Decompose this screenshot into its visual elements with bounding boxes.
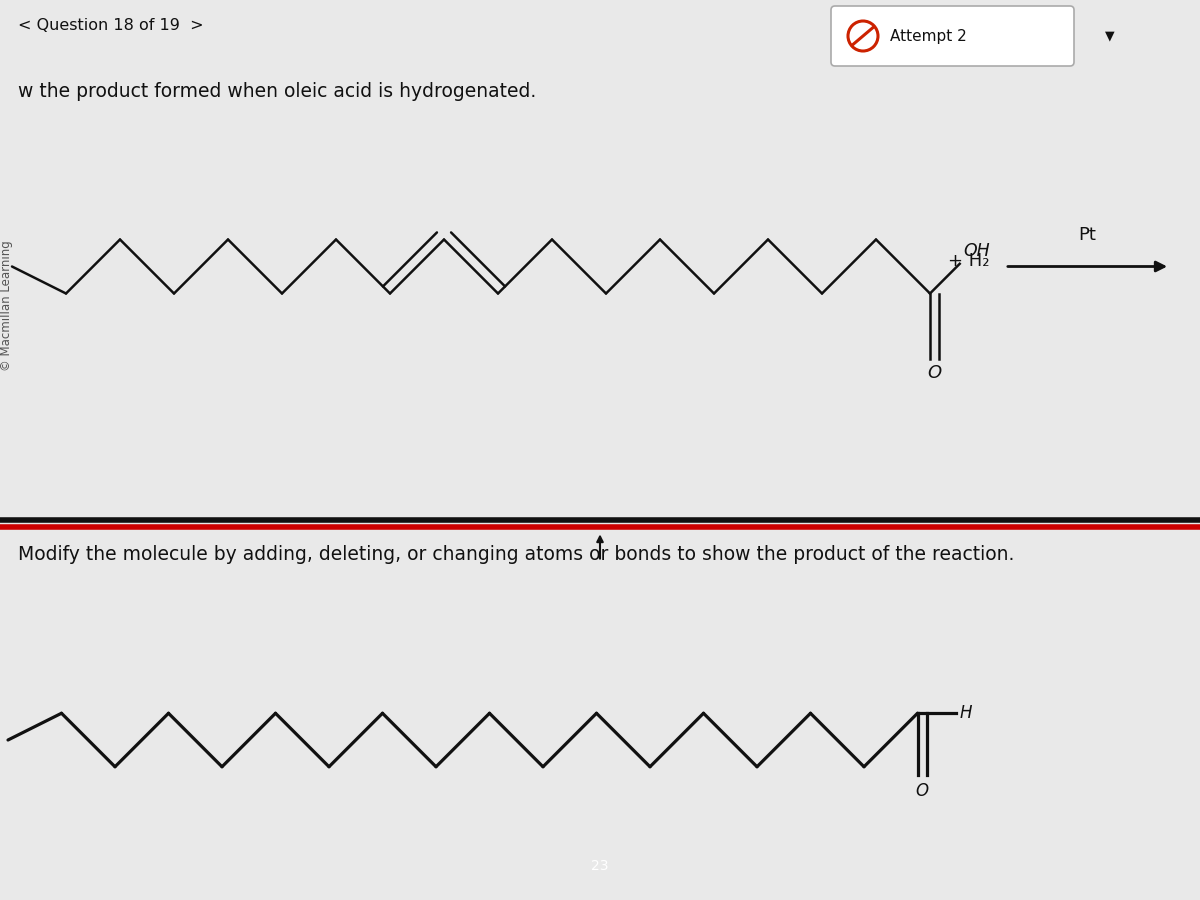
Text: Attempt 2: Attempt 2 (890, 29, 967, 43)
Text: OH: OH (964, 242, 990, 260)
Text: O: O (916, 782, 929, 800)
FancyBboxPatch shape (830, 6, 1074, 66)
Text: 23: 23 (592, 860, 608, 873)
Text: Pt: Pt (1079, 227, 1097, 245)
Text: Modify the molecule by adding, deleting, or changing atoms or bonds to show the : Modify the molecule by adding, deleting,… (18, 544, 1014, 563)
Text: © Macmillan Learning: © Macmillan Learning (0, 240, 13, 371)
Text: + H₂: + H₂ (948, 253, 990, 271)
Text: O: O (928, 364, 942, 382)
Text: ▼: ▼ (1105, 30, 1115, 42)
Text: w the product formed when oleic acid is hydrogenated.: w the product formed when oleic acid is … (18, 82, 536, 101)
Text: H: H (960, 704, 972, 722)
Text: < Question 18 of 19  >: < Question 18 of 19 > (18, 18, 204, 33)
